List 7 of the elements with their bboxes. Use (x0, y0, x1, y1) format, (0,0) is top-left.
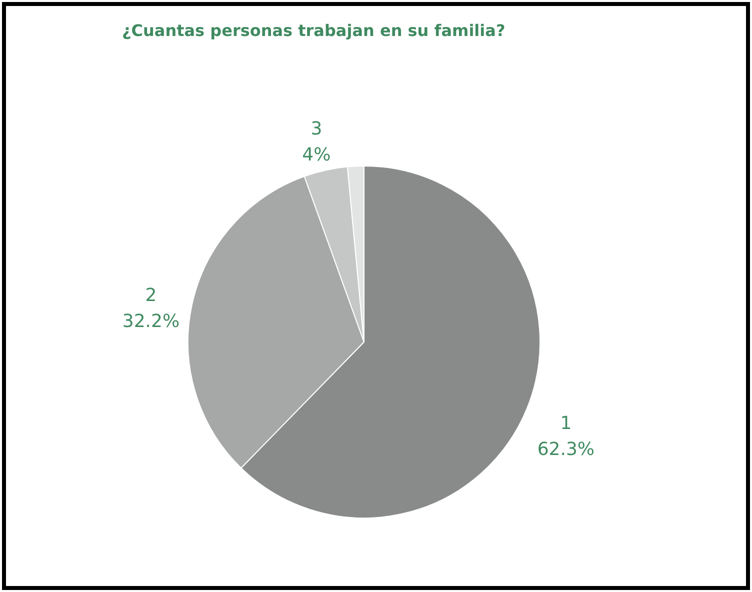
slice-label: 2 (145, 284, 157, 306)
slice-label: 3 (310, 118, 322, 140)
chart-title: ¿Cuantas personas trabajan en su familia? (122, 21, 506, 40)
slice-label: 1 (560, 413, 572, 434)
data-label: 32.2% (122, 310, 180, 332)
data-label: 4% (302, 144, 331, 166)
data-label: 62.3% (537, 439, 595, 460)
